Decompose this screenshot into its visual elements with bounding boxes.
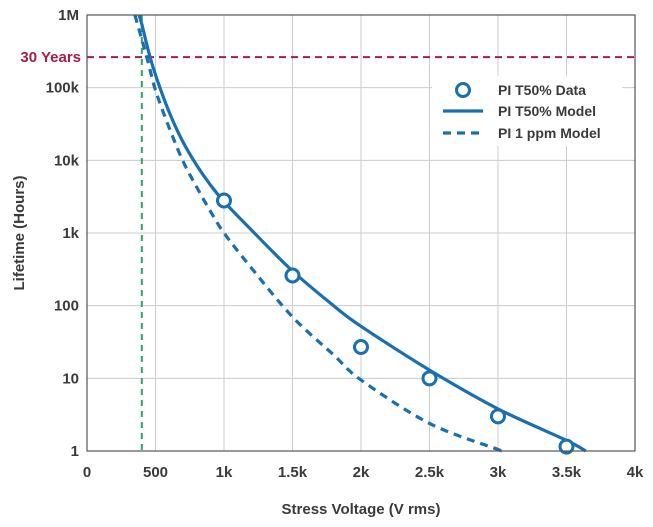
data-markers <box>216 192 575 455</box>
y-tick-label: 10k <box>54 152 80 169</box>
data-point <box>284 267 301 284</box>
y-tick-labels: 1 10 100 1k 10k 100k 1M <box>46 7 80 460</box>
legend: PI T50% Data PI T50% Model PI 1 ppm Model <box>432 76 622 146</box>
x-tick-label: 2.5k <box>415 464 445 481</box>
ppm-model-curve <box>133 14 506 454</box>
y-tick-label: 1 <box>71 443 79 460</box>
legend-marker-icon <box>455 82 471 98</box>
data-point <box>216 192 232 209</box>
y-tick-label: 1k <box>62 225 79 242</box>
data-point <box>490 408 506 425</box>
y-tick-label: 1M <box>58 7 79 24</box>
plot-frame <box>86 14 636 452</box>
x-tick-label: 2k <box>353 464 370 481</box>
x-tick-label: 500 <box>143 464 168 481</box>
grid-lines <box>86 14 636 452</box>
data-point <box>558 438 575 455</box>
data-point <box>421 370 438 387</box>
y-tick-label: 100 <box>54 298 79 315</box>
y-axis-title: Lifetime (Hours) <box>11 175 28 290</box>
legend-label: PI T50% Model <box>498 103 596 119</box>
x-tick-label: 3k <box>490 464 507 481</box>
y-tick-label: 10 <box>62 370 79 387</box>
x-tick-label: 1.5k <box>278 464 308 481</box>
legend-label: PI T50% Data <box>498 82 586 98</box>
y-tick-label: 100k <box>46 80 80 97</box>
reference-lines: 30 Years <box>20 15 635 451</box>
x-tick-labels: 0 500 1k 1.5k 2k 2.5k 3k 3.5k 4k <box>83 464 644 481</box>
x-tick-label: 3.5k <box>552 464 582 481</box>
x-tick-label: 0 <box>83 464 91 481</box>
thirty-years-label: 30 Years <box>20 49 81 66</box>
x-axis-title: Stress Voltage (V rms) <box>282 501 441 518</box>
x-tick-label: 1k <box>216 464 233 481</box>
x-tick-label: 4k <box>627 464 644 481</box>
legend-label: PI 1 ppm Model <box>498 125 601 141</box>
data-point <box>353 338 369 355</box>
